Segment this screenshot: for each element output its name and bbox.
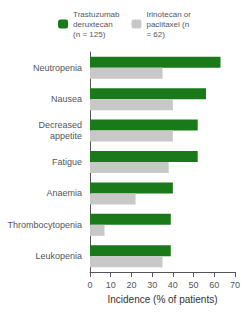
svg-text:Thrombocytopenia: Thrombocytopenia	[7, 220, 82, 230]
svg-text:(n = 125): (n = 125)	[73, 30, 106, 39]
svg-text:Decreased: Decreased	[38, 120, 82, 130]
svg-text:appetite: appetite	[50, 131, 82, 141]
svg-text:Fatigue: Fatigue	[52, 157, 82, 167]
svg-text:paclitaxel (n: paclitaxel (n	[146, 20, 189, 29]
svg-text:Leukopenia: Leukopenia	[35, 251, 82, 261]
svg-text:20: 20	[126, 280, 136, 290]
svg-text:Neutropenia: Neutropenia	[33, 63, 82, 73]
svg-text:0: 0	[87, 280, 92, 290]
svg-text:50: 50	[189, 280, 199, 290]
svg-text:10: 10	[106, 280, 116, 290]
svg-text:Irinotecan or: Irinotecan or	[146, 10, 191, 19]
svg-text:70: 70	[230, 280, 240, 290]
svg-text:Incidence (% of patients): Incidence (% of patients)	[107, 294, 217, 305]
svg-text:Anaemia: Anaemia	[46, 188, 82, 198]
svg-text:Nausea: Nausea	[51, 94, 82, 104]
svg-text:Trastuzumab: Trastuzumab	[73, 10, 120, 19]
svg-text:60: 60	[209, 280, 219, 290]
svg-text:= 62): = 62)	[146, 30, 165, 39]
svg-text:deruxtecan: deruxtecan	[73, 20, 113, 29]
svg-text:40: 40	[168, 280, 178, 290]
svg-text:30: 30	[147, 280, 157, 290]
